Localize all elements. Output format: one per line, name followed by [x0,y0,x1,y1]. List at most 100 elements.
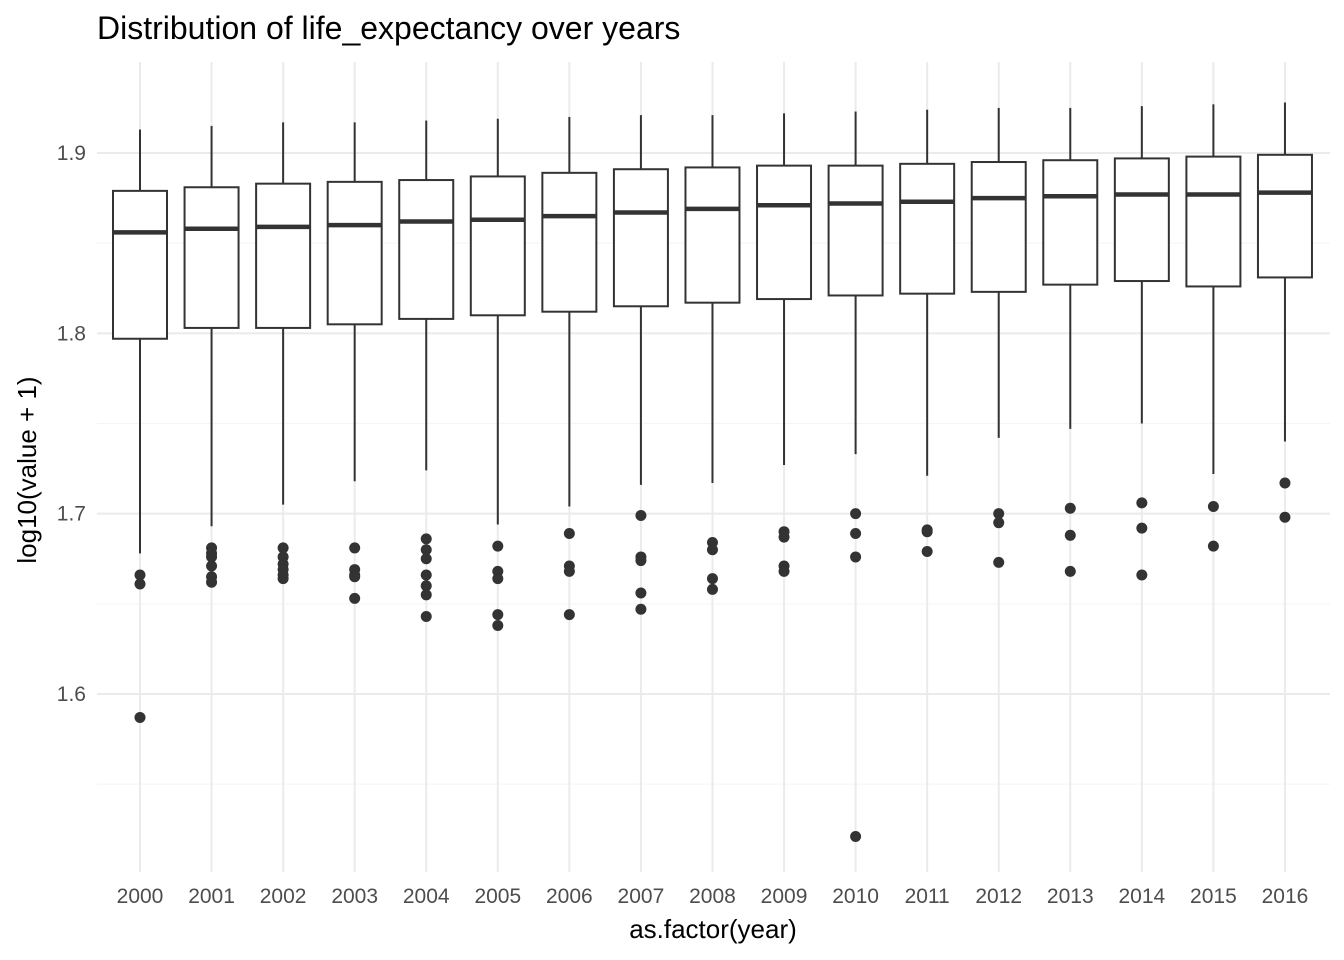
outlier-point [563,565,575,577]
outlier-point [349,542,361,554]
outlier-point [850,830,862,842]
x-tick-labels: 2000 2001 2002 2003 2004 2005 2006 2007 2008 2009… [117,885,1309,908]
outlier-point [850,528,862,540]
box-2003 [326,122,383,604]
iqr-box [255,182,312,329]
y-tick-label: 1.9 [57,142,86,165]
iqr-box [756,164,813,301]
box-2000 [112,129,168,723]
outlier-point [778,565,790,577]
iqr-box [183,186,240,329]
outlier-point [993,508,1005,520]
outlier-point [993,517,1005,529]
outlier-point [1136,569,1148,581]
iqr-box [541,171,598,313]
outlier-point [1279,511,1291,523]
outlier-point [635,587,647,599]
outlier-point [277,573,289,585]
box-2010 [827,111,884,842]
x-tick-label: 2003 [331,885,378,908]
box-2012 [970,107,1027,568]
outlier-point [420,569,432,581]
outlier-point [778,531,790,543]
outlier-point [1064,502,1076,514]
iqr-box [899,162,956,295]
x-tick-label: 2015 [1190,885,1237,908]
x-tick-label: 2008 [689,885,736,908]
outlier-point [563,528,575,540]
y-tick-label: 1.7 [57,503,86,526]
iqr-box [398,179,455,320]
outlier-point [921,526,933,538]
outlier-point [706,583,718,595]
outlier-point [1207,540,1219,552]
outlier-point [420,553,432,565]
outlier-point [492,573,504,585]
x-tick-label: 2010 [832,885,879,908]
x-tick-label: 2014 [1118,885,1165,908]
outlier-point [420,580,432,592]
y-tick-labels: 1.6 1.7 1.8 1.9 [57,142,86,706]
outlier-point [492,609,504,621]
outlier-point [206,576,218,588]
outlier-point [1279,477,1291,489]
outlier-point [706,544,718,556]
outlier-point [134,569,146,581]
x-tick-label: 2007 [618,885,665,908]
y-tick-label: 1.6 [57,683,86,706]
box-2009 [756,113,813,577]
outlier-point [134,711,146,723]
iqr-box [1256,153,1313,279]
outlier-point [850,551,862,563]
x-tick-label: 2016 [1262,885,1309,908]
box-2014 [1113,106,1170,581]
x-tick-label: 2009 [761,885,808,908]
x-tick-label: 2002 [260,885,307,908]
box-2001 [183,125,240,588]
outlier-point [420,610,432,622]
outlier-point [706,573,718,585]
box-2007 [612,115,669,615]
iqr-box [326,180,383,326]
outlier-point [635,555,647,567]
x-tick-label: 2005 [474,885,521,908]
outlier-point [1064,529,1076,541]
x-tick-label: 2013 [1047,885,1094,908]
outlier-point [492,540,504,552]
box-2008 [684,115,741,595]
outlier-point [206,551,218,563]
outlier-point [349,592,361,604]
outlier-point [635,603,647,615]
iqr-box [112,189,168,340]
iqr-box [827,164,884,297]
x-tick-label: 2011 [905,885,950,908]
x-axis-title: as.factor(year) [629,914,797,944]
outlier-point [277,542,289,554]
box-2002 [255,122,312,585]
outlier-point [635,509,647,521]
outlier-point [134,578,146,590]
outlier-point [420,589,432,601]
box-2004 [398,120,455,622]
iqr-box [1042,159,1099,286]
box-2005 [469,118,526,631]
box-layer [112,102,1313,842]
iqr-box [612,168,669,308]
box-2013 [1042,107,1099,577]
outlier-point [1136,522,1148,534]
iqr-box [469,175,526,317]
x-tick-label: 2000 [117,885,164,908]
box-2016 [1256,102,1313,523]
box-2011 [899,109,956,558]
outlier-point [206,560,218,572]
x-tick-label: 2001 [188,885,235,908]
iqr-box [1185,155,1242,288]
outlier-point [1207,500,1219,512]
x-tick-label: 2004 [403,885,450,908]
outlier-point [492,619,504,631]
y-axis-title: log10(value + 1) [12,376,42,563]
chart-title: Distribution of life_expectancy over yea… [97,10,681,46]
iqr-box [1113,157,1170,283]
outlier-point [1064,565,1076,577]
